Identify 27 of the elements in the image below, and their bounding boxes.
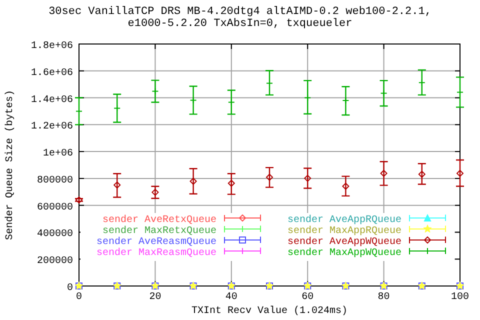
y-tick-label: 1.8e+06 <box>30 41 73 52</box>
x-tick-label: 60 <box>302 292 314 303</box>
y-axis-title: Sender Queue Size (bytes) <box>4 90 16 240</box>
x-axis-title: TXInt Recv Value (1.024ms) <box>191 305 348 317</box>
y-tick-label: 600000 <box>36 202 73 214</box>
x-tick-label: 80 <box>378 292 390 303</box>
legend-label: sender AveAppRQueue <box>287 214 402 226</box>
legend-label: sender MaxAppWQueue <box>287 247 402 259</box>
y-tick-label: 400000 <box>36 229 73 240</box>
legend-label: sender AveReasmQueue <box>96 236 216 248</box>
x-tick-label: 100 <box>450 292 470 303</box>
y-tick-label: 1.6e+06 <box>30 68 73 79</box>
y-tick-label: 1.2e+06 <box>30 122 73 133</box>
legend-label: sender MaxReasmQueue <box>96 247 216 259</box>
x-tick-label: 0 <box>76 292 82 303</box>
y-tick-label: 1.4e+06 <box>30 94 73 106</box>
y-tick-label: 800000 <box>36 175 73 186</box>
y-tick-label: 200000 <box>36 256 73 268</box>
legend-label: sender MaxRetxQueue <box>102 225 216 237</box>
y-tick-label: 0 <box>66 283 73 294</box>
chart-title: 30sec VanillaTCP DRS MB-4.20dtg4 altAIMD-0.2 web100-2.2.1, e1000-5.2.20 TxAbsIn=0, txqueueler <box>48 6 432 30</box>
legend-label: sender AveRetxQueue <box>102 214 216 226</box>
y-tick-label: 1e+06 <box>42 148 73 160</box>
x-tick-label: 40 <box>225 292 238 303</box>
legend-label: sender AveAppWQueue <box>287 236 402 248</box>
x-tick-label: 20 <box>149 292 162 303</box>
legend-label: sender MaxAppRQueue <box>287 225 402 237</box>
